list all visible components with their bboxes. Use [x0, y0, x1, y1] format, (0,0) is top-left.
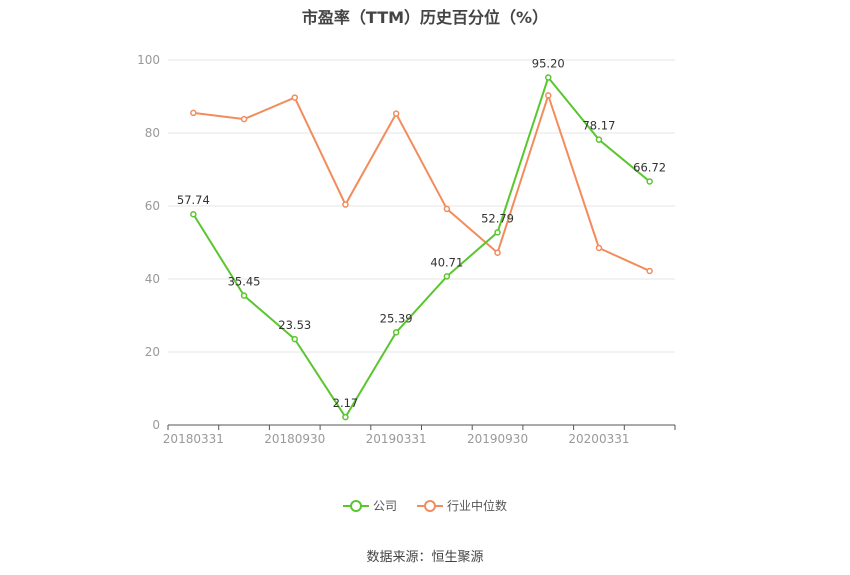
- data-point: [595, 244, 603, 252]
- legend-swatch: [342, 499, 369, 513]
- x-tick-label: 20190331: [366, 432, 427, 446]
- data-label: 25.39: [380, 311, 413, 325]
- data-point: [240, 292, 248, 299]
- data-label: 52.79: [481, 211, 514, 225]
- data-point: [190, 210, 197, 218]
- series-company: [190, 74, 653, 421]
- data-label: 2.17: [333, 396, 359, 410]
- data-source: 数据来源：恒生聚源: [366, 550, 484, 565]
- data-point: [443, 273, 451, 280]
- data-labels: 57.74 35.45 23.53 2.17 25.39 40.71 52.79 95.20 7…: [177, 57, 666, 411]
- grid-lines: [168, 59, 675, 353]
- x-tick-label: 20190930: [467, 432, 528, 446]
- series-lines: [190, 74, 653, 421]
- y-tick-label: 20: [145, 345, 160, 359]
- data-point: [291, 335, 298, 343]
- data-point: [443, 205, 451, 213]
- data-point: [392, 110, 400, 117]
- y-tick-label: 100: [137, 53, 160, 67]
- y-tick-label: 80: [145, 126, 160, 140]
- axes: 0 20 40 60 80 100 20180331 20180930 20190331 2019…: [137, 53, 676, 446]
- data-label: 35.45: [228, 275, 261, 289]
- legend: 公司 行业中位数: [0, 497, 850, 514]
- x-tick-label: 20180930: [264, 432, 325, 446]
- x-tick-label: 20200331: [568, 432, 629, 446]
- series-line: [193, 92, 651, 272]
- legend-item[interactable]: 公司: [342, 497, 397, 514]
- legend-swatch: [417, 499, 443, 513]
- data-point: [595, 136, 603, 143]
- data-point: [646, 178, 653, 185]
- data-label: 66.72: [633, 160, 666, 174]
- data-point: [392, 329, 400, 336]
- y-tick-label: 40: [145, 272, 160, 286]
- data-point: [342, 413, 349, 421]
- data-point: [494, 249, 501, 256]
- data-point: [545, 74, 552, 81]
- data-label: 40.71: [430, 255, 463, 269]
- series-industry-median: [190, 92, 653, 275]
- data-label: 95.20: [532, 57, 565, 71]
- data-point: [494, 229, 501, 236]
- x-tick-label: 20180331: [163, 432, 224, 446]
- legend-label: 公司: [372, 499, 397, 513]
- chart-title: 市盈率（TTM）历史百分位（%）: [301, 8, 549, 27]
- data-point: [291, 94, 298, 101]
- data-point: [342, 201, 349, 208]
- data-point: [190, 109, 197, 117]
- legend-label: 行业中位数: [447, 499, 508, 513]
- y-tick-label: 60: [145, 199, 160, 213]
- y-tick-label: 0: [152, 418, 160, 432]
- data-label: 23.53: [278, 318, 311, 332]
- data-label: 78.17: [582, 119, 615, 133]
- data-point: [545, 92, 552, 99]
- data-point: [240, 115, 248, 123]
- series-line: [192, 75, 651, 419]
- data-label: 57.74: [177, 193, 210, 207]
- legend-item[interactable]: 行业中位数: [417, 497, 507, 514]
- data-point: [646, 267, 653, 275]
